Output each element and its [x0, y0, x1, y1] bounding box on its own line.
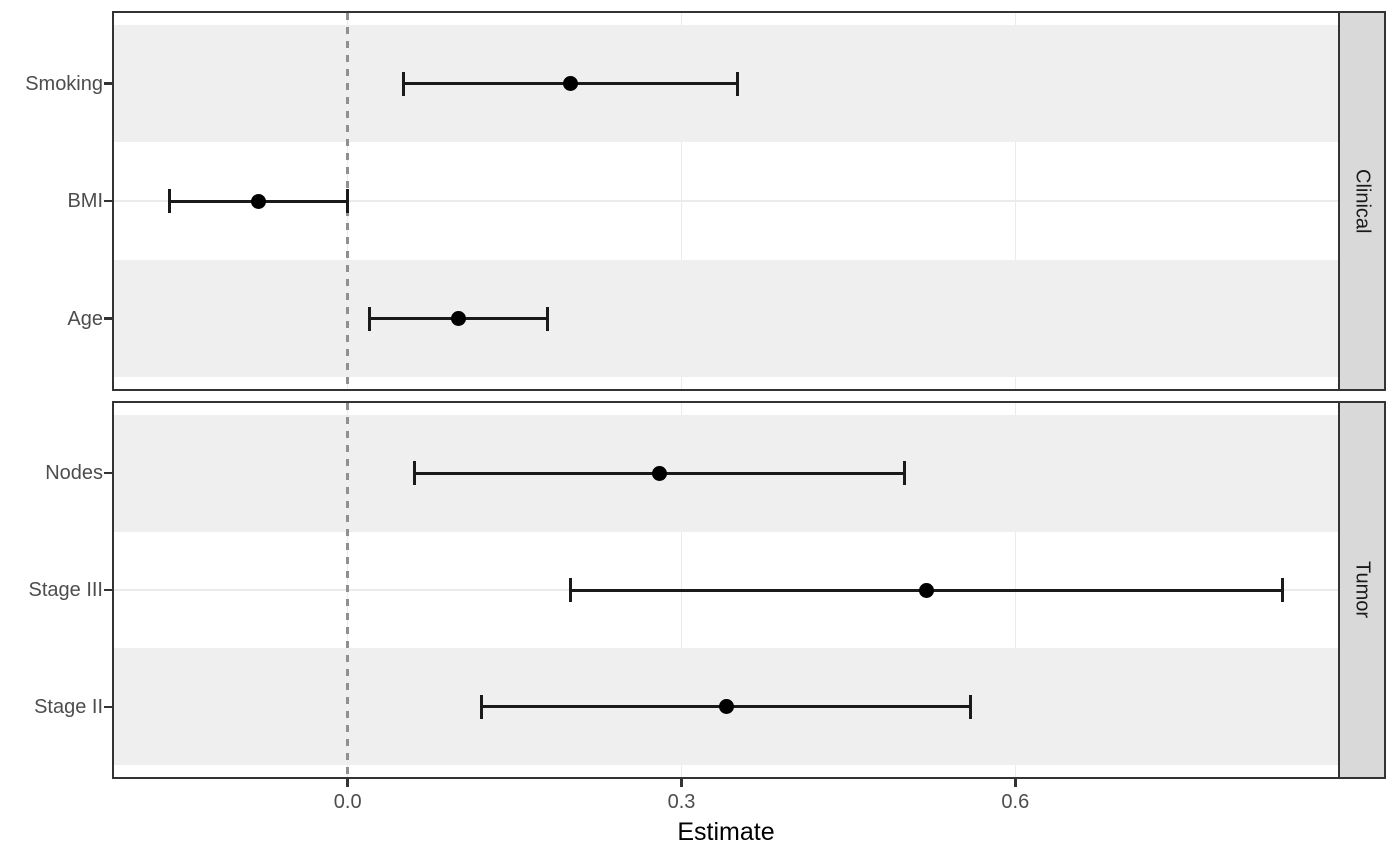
x-axis-tick-label: 0.0 [333, 791, 362, 813]
ci-cap-low [412, 461, 416, 486]
y-axis-tick [104, 317, 113, 320]
x-axis-tick-label: 0.3 [667, 791, 696, 813]
y-axis-tick [104, 471, 113, 475]
point-estimate [918, 582, 934, 598]
ci-cap-low [368, 306, 372, 331]
facet-panel-tumor [112, 401, 1340, 779]
gridline-horizontal [114, 200, 1338, 202]
y-axis-label: Nodes [45, 462, 103, 485]
x-axis-title: Estimate [677, 818, 775, 846]
point-estimate [451, 311, 467, 326]
y-axis-tick [104, 588, 113, 592]
y-axis-label: BMI [67, 190, 103, 212]
facet-panel-clinical [112, 11, 1340, 391]
x-axis-tick [1014, 779, 1017, 787]
ci-cap-high [735, 71, 739, 96]
ci-cap-high [346, 189, 350, 213]
y-axis-label: Age [67, 307, 103, 330]
y-axis-label: Stage II [34, 695, 103, 718]
ci-cap-high [1280, 578, 1284, 602]
point-estimate [251, 193, 267, 209]
x-axis-tick-label: 0.6 [1001, 791, 1030, 813]
facet-strip-clinical: Clinical [1338, 11, 1386, 391]
ci-cap-high [546, 306, 550, 331]
ci-cap-low [568, 578, 572, 602]
facet-strip-tumor: Tumor [1338, 401, 1386, 779]
y-axis-label: Stage III [28, 579, 104, 601]
gridline-vertical [1014, 13, 1017, 389]
y-axis-tick [104, 82, 113, 85]
gridline-vertical [680, 13, 683, 389]
x-axis-tick [680, 779, 683, 787]
ci-cap-low [479, 694, 483, 719]
ci-cap-low [168, 189, 172, 213]
point-estimate [651, 465, 667, 481]
row-stripe [114, 259, 1338, 378]
ci-cap-high [969, 694, 973, 719]
facet-strip-label: Tumor [1351, 561, 1374, 619]
point-estimate [562, 76, 578, 91]
ci-cap-low [401, 71, 405, 96]
y-axis-label: Smoking [25, 72, 103, 95]
y-axis-tick [104, 199, 113, 203]
facet-strip-label: Clinical [1351, 168, 1374, 234]
zero-reference-line [346, 403, 349, 777]
y-axis-tick [104, 705, 113, 709]
ci-cap-high [902, 461, 906, 486]
x-axis-tick [346, 779, 349, 787]
point-estimate [718, 699, 734, 715]
